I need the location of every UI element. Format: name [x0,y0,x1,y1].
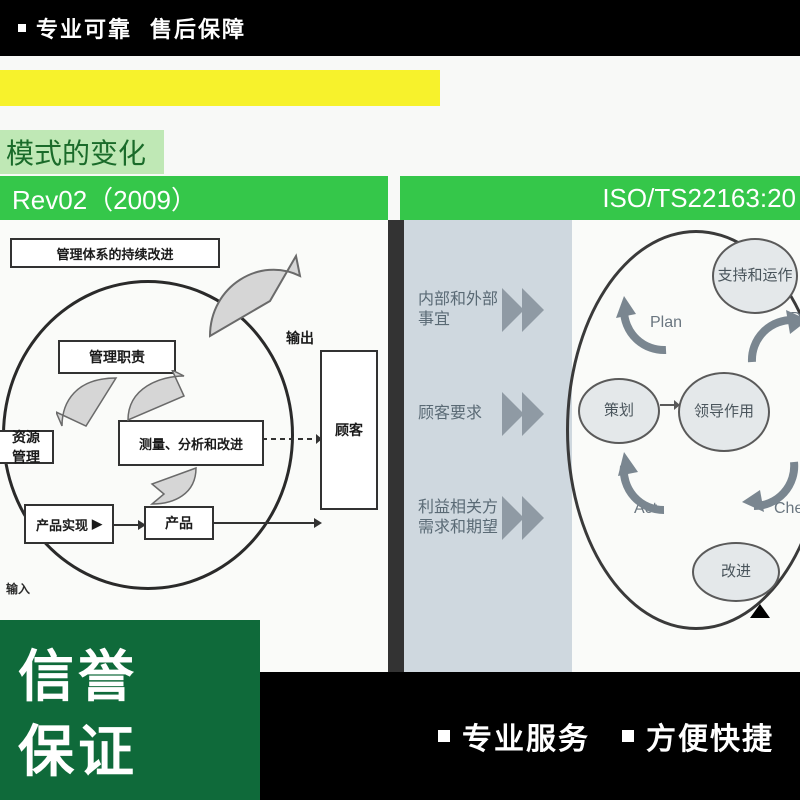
footer-bar: 专业服务 方便快捷 [260,672,800,800]
box-product: 产品 [144,506,214,540]
yellow-highlight-strip [0,70,440,106]
loop-arrow-2-icon [120,370,190,426]
pdca-arrow-check-icon [742,450,800,520]
right-input-sidebar: 内部和外部事宜 顾客要求 利益相关方需求和期望 [404,220,572,676]
triangle-marker-icon [750,604,770,618]
pdca-arrow-do-icon [742,306,800,376]
box-customer: 顾客 [320,350,378,510]
column-separator [388,220,404,676]
chevron-right-icon [502,496,558,540]
right-column-header: ISO/TS22163:20 [400,176,800,220]
node-planning: 策划 [578,378,660,444]
node-support-operation: 支持和运作 [712,238,798,314]
right-pdca-area: 支持和运作 策划 领导作用 改进 Plan Do Check Act [572,220,800,676]
header-text-b: 售后保障 [150,12,246,44]
diagram-canvas: 模式的变化 Rev02（2009） ISO/TS22163:20 管理体系的持续… [0,56,800,676]
pdca-arrow-plan-icon [612,290,682,360]
label-input: 输入 [6,580,30,597]
input-group-context: 内部和外部事宜 [418,288,562,332]
label-output: 输出 [286,328,314,348]
dashed-connector-icon [262,432,322,446]
input-context-label: 内部和外部事宜 [418,290,502,330]
chevron-right-icon [502,288,558,332]
left-panel: 管理体系的持续改进 管理职责 资源管理 测量、分析和改进 产品实现 ▶ 产品 输… [0,220,388,676]
input-customer-label: 顾客要求 [418,404,502,424]
solid-connector-icon [214,516,322,530]
node-link-arrow-icon [660,398,680,412]
node-leadership: 领导作用 [678,372,770,452]
chevron-right-icon [502,392,558,436]
bullet-icon [18,24,26,32]
footer-text-b: 方便快捷 [646,714,774,758]
left-column-header: Rev02（2009） [0,176,388,220]
section-title: 模式的变化 [0,130,164,174]
prod-to-product-arrow-icon [114,518,146,532]
reputation-badge: 信誉 保证 [0,620,260,800]
header-text-a: 专业可靠 [36,12,132,44]
right-column-header-text: ISO/TS22163:20 [602,183,796,214]
box-product-realization-label: 产品实现 [36,515,88,534]
box-management-responsibility: 管理职责 [58,340,176,374]
box-measure-analyze-improve: 测量、分析和改进 [118,420,264,466]
badge-line1: 信誉 [18,632,260,713]
input-group-customer: 顾客要求 [418,392,562,436]
footer-chip-a: 专业服务 [438,714,590,758]
pdca-arrow-act-icon [610,452,680,522]
bullet-icon [438,730,450,742]
footer-text-a: 专业服务 [462,714,590,758]
bullet-icon [622,730,634,742]
right-panel: 内部和外部事宜 顾客要求 利益相关方需求和期望 支持和运作 策划 领导作用 改进… [404,220,800,676]
box-continuous-improvement: 管理体系的持续改进 [10,238,220,268]
node-improvement: 改进 [692,542,780,602]
footer-chip-b: 方便快捷 [622,714,774,758]
input-stakeholder-label: 利益相关方需求和期望 [418,498,502,538]
badge-line2: 保证 [18,707,260,788]
loop-arrow-3-icon [146,464,206,510]
box-product-realization: 产品实现 ▶ [24,504,114,544]
box-resource-management: 资源管理 [0,430,54,464]
input-group-stakeholder: 利益相关方需求和期望 [418,496,562,540]
top-header: 专业可靠 售后保障 [0,0,800,56]
left-column-header-text: Rev02（2009） [12,180,197,217]
